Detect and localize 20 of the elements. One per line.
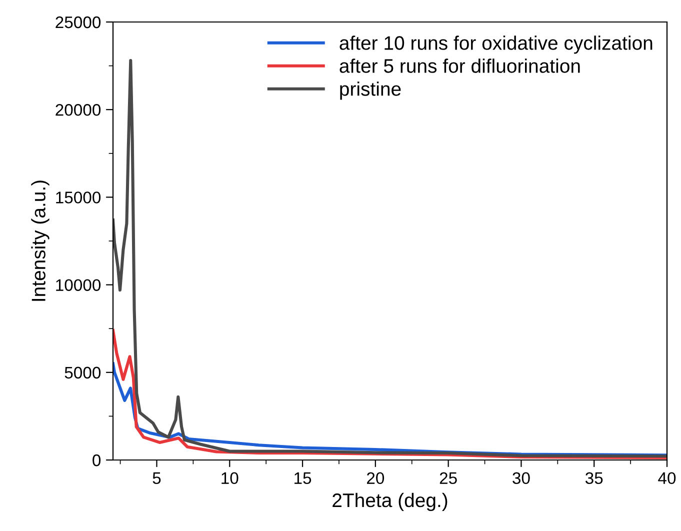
x-tick-label: 20 <box>366 472 384 484</box>
x-tick-label: 40 <box>658 472 676 484</box>
y-tick-label: 25000 <box>56 16 101 28</box>
y-tick-label: 20000 <box>56 104 101 116</box>
line-series <box>113 59 667 458</box>
x-axis-title: 2Theta (deg.) <box>332 492 448 512</box>
y-axis-title: Intensity (a.u.) <box>31 180 50 301</box>
y-tick-label: 5000 <box>64 366 101 379</box>
legend-label: after 10 runs for oxidative cyclization <box>340 36 652 54</box>
x-tick-label: 15 <box>294 472 312 484</box>
x-tick-label: 35 <box>585 472 603 484</box>
x-tick-label: 10 <box>222 472 238 484</box>
x-tick-label: 5 <box>152 472 161 484</box>
legend-label: after 5 runs for difluorination <box>340 58 580 73</box>
y-tick-label: 0 <box>92 454 101 466</box>
x-tick-label: 30 <box>512 472 530 484</box>
legend-label: pristine <box>340 82 401 100</box>
y-tick-label: 15000 <box>56 192 101 204</box>
y-tick-label: 10000 <box>56 279 101 292</box>
x-tick-label: 25 <box>440 472 457 484</box>
